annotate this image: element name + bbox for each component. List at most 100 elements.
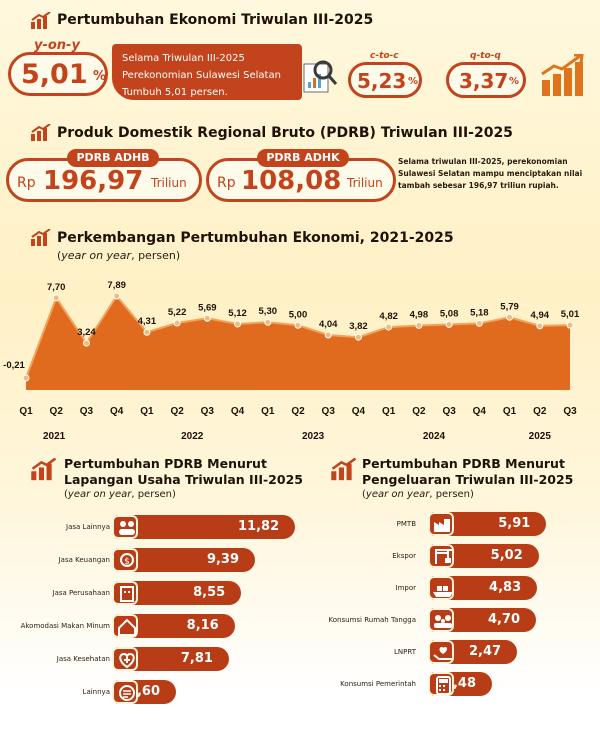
health-icon bbox=[112, 647, 138, 671]
trend-chart-icon bbox=[31, 229, 51, 246]
pengeluaran-subtitle: (year on year, persen) bbox=[362, 489, 474, 500]
trend-tick-13: Q2 bbox=[412, 406, 426, 417]
bar-value: 9,39 bbox=[206, 552, 240, 567]
bar-value: 2,47 bbox=[468, 644, 502, 659]
bar-value: 5,91 bbox=[498, 516, 531, 531]
adhb-prefix: Rp bbox=[17, 175, 36, 191]
trend-tick-12: Q1 bbox=[382, 406, 396, 417]
bar-row: Lainnya 4,60 bbox=[0, 679, 600, 705]
ctoc-pill: 5,23 % bbox=[348, 62, 422, 98]
yoy-unit: % bbox=[93, 69, 107, 84]
trend-tick-4: Q1 bbox=[140, 406, 154, 417]
trend-data-label-7: 5,12 bbox=[228, 308, 247, 319]
trend-tick-9: Q2 bbox=[291, 406, 305, 417]
trend-point-7 bbox=[234, 320, 242, 328]
trend-data-label-9: 5,00 bbox=[289, 309, 308, 320]
family-icon bbox=[428, 608, 454, 632]
chart-title: Perkembangan Pertumbuhan Ekonomi, 2021-2… bbox=[57, 230, 454, 246]
bar-value: 11,82 bbox=[238, 519, 280, 534]
factory-icon bbox=[428, 512, 454, 536]
trend-point-11 bbox=[354, 333, 362, 341]
trend-data-label-2: 3,24 bbox=[77, 327, 96, 338]
trend-data-label-6: 5,69 bbox=[198, 302, 217, 313]
adhk-label: PDRB ADHK bbox=[257, 149, 349, 167]
trend-tick-8: Q1 bbox=[261, 406, 275, 417]
qtoq-unit: % bbox=[509, 76, 520, 87]
trend-point-14 bbox=[445, 320, 453, 328]
people-icon bbox=[112, 515, 138, 539]
trend-data-label-8: 5,30 bbox=[259, 306, 278, 317]
bar: 4,83 bbox=[432, 576, 538, 600]
pdrb-note: Selama triwulan III-2025, perekonomian S… bbox=[398, 157, 583, 190]
yoy-description: Selama Triwulan III-2025 Perekonomian Su… bbox=[122, 53, 281, 98]
trend-point-5 bbox=[173, 319, 181, 327]
bar-label: Ekspor bbox=[392, 552, 416, 560]
trend-data-label-18: 5,01 bbox=[561, 309, 580, 320]
pengeluaran-chart-icon bbox=[331, 458, 357, 481]
bar-value: 5,02 bbox=[490, 548, 523, 563]
trend-tick-11: Q4 bbox=[352, 406, 366, 417]
trend-point-8 bbox=[264, 318, 272, 326]
trend-data-label-13: 4,98 bbox=[410, 309, 429, 320]
bar-label: Impor bbox=[395, 584, 417, 592]
trend-data-label-11: 3,82 bbox=[349, 321, 368, 332]
trend-year-2022: 2022 bbox=[181, 431, 204, 442]
ship-icon bbox=[428, 576, 454, 600]
trend-point-4 bbox=[143, 328, 151, 336]
crane-icon bbox=[428, 544, 454, 568]
section2-title: Produk Domestik Regional Bruto (PDRB) Tr… bbox=[57, 125, 513, 141]
pengeluaran-title-2: Pengeluaran Triwulan III-2025 bbox=[362, 472, 574, 487]
bar-label: Jasa Lainnya bbox=[66, 523, 110, 531]
pengeluaran-subtitle-italic: year on year bbox=[365, 489, 430, 500]
bar-label: Konsumsi Pemerintah bbox=[340, 680, 416, 688]
trend-tick-17: Q2 bbox=[533, 406, 547, 417]
bar-row: PMTB 5,91 bbox=[0, 511, 600, 537]
bar-label: Akomodasi Makan Minum bbox=[20, 622, 110, 630]
bar-label: Jasa Keuangan bbox=[58, 556, 110, 564]
chart-subtitle-italic: year on year bbox=[61, 249, 132, 262]
section1-title: Pertumbuhan Ekonomi Triwulan III-2025 bbox=[57, 12, 374, 28]
trend-data-label-10: 4,04 bbox=[319, 319, 338, 330]
trend-tick-2: Q3 bbox=[80, 406, 94, 417]
trend-tick-10: Q3 bbox=[322, 406, 336, 417]
trend-tick-3: Q4 bbox=[110, 406, 124, 417]
bar-value: 8,55 bbox=[193, 585, 226, 600]
trend-point-3 bbox=[113, 292, 121, 300]
yoy-label: y-on-y bbox=[34, 38, 80, 53]
bar-label: Lainnya bbox=[82, 688, 110, 696]
trend-data-label-15: 5,18 bbox=[470, 307, 489, 318]
trend-data-label-16: 5,79 bbox=[500, 301, 519, 312]
other-icon bbox=[112, 680, 138, 704]
bar-row: Jasa Perusahaan 8,55 bbox=[0, 580, 600, 606]
magnifier-chart-icon bbox=[303, 60, 338, 93]
trend-data-label-4: 4,31 bbox=[138, 316, 157, 327]
bar-row: Jasa Kesehatan 7,81 bbox=[0, 646, 600, 672]
trend-tick-0: Q1 bbox=[19, 406, 33, 417]
bar-row: Jasa Lainnya 11,82 bbox=[0, 514, 600, 540]
yoy-value: 5,01 bbox=[21, 59, 88, 90]
trend-point-16 bbox=[506, 313, 514, 321]
adhb-pill: PDRB ADHB Rp 196,97 Triliun bbox=[6, 149, 202, 202]
money-icon: $ bbox=[112, 548, 138, 572]
trend-point-13 bbox=[415, 321, 423, 329]
growth-bars-icon bbox=[541, 54, 584, 96]
pdrb-chart-icon bbox=[31, 124, 51, 141]
trend-tick-18: Q3 bbox=[563, 406, 577, 417]
pengeluaran-subtitle-rest: , persen) bbox=[429, 489, 474, 500]
lapangan-title-2: Lapangan Usaha Triwulan III-2025 bbox=[64, 472, 303, 487]
chart-subtitle-rest: , persen) bbox=[131, 249, 181, 262]
trend-tick-16: Q1 bbox=[503, 406, 517, 417]
charity-icon bbox=[428, 640, 454, 664]
bar-label: LNPRT bbox=[394, 648, 416, 656]
lapangan-subtitle-rest: , persen) bbox=[131, 489, 176, 500]
lapangan-subtitle-italic: year on year bbox=[67, 489, 132, 500]
bar-row: Akomodasi Makan Minum 8,16 bbox=[0, 613, 600, 639]
trend-point-2 bbox=[82, 339, 90, 347]
ctoc-unit: % bbox=[408, 76, 419, 87]
adhk-pill: PDRB ADHK Rp 108,08 Triliun bbox=[206, 149, 396, 202]
trend-point-15 bbox=[475, 319, 483, 327]
adhb-label: PDRB ADHB bbox=[67, 149, 159, 167]
bar-row: LNPRT 2,47 bbox=[0, 639, 600, 665]
trend-tick-6: Q3 bbox=[201, 406, 215, 417]
adhk-prefix: Rp bbox=[217, 175, 236, 191]
